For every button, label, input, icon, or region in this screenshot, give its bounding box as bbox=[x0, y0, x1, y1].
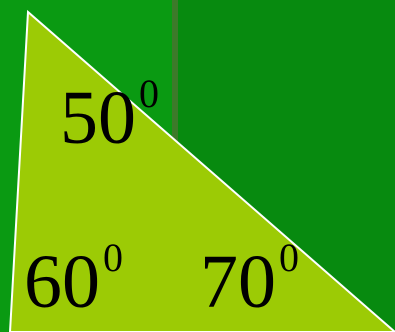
angle-left-value: 60 bbox=[24, 240, 100, 324]
angle-right-degree: 0 bbox=[279, 235, 299, 280]
angle-label-top: 500 bbox=[60, 74, 159, 157]
angle-left-degree: 0 bbox=[103, 235, 123, 280]
angle-right-value: 70 bbox=[200, 240, 276, 324]
angle-label-bottom-right: 700 bbox=[200, 238, 299, 321]
angle-top-degree: 0 bbox=[139, 71, 159, 116]
angle-label-bottom-left: 600 bbox=[24, 238, 123, 321]
triangle bbox=[8, 9, 395, 332]
angle-top-value: 50 bbox=[60, 76, 136, 160]
